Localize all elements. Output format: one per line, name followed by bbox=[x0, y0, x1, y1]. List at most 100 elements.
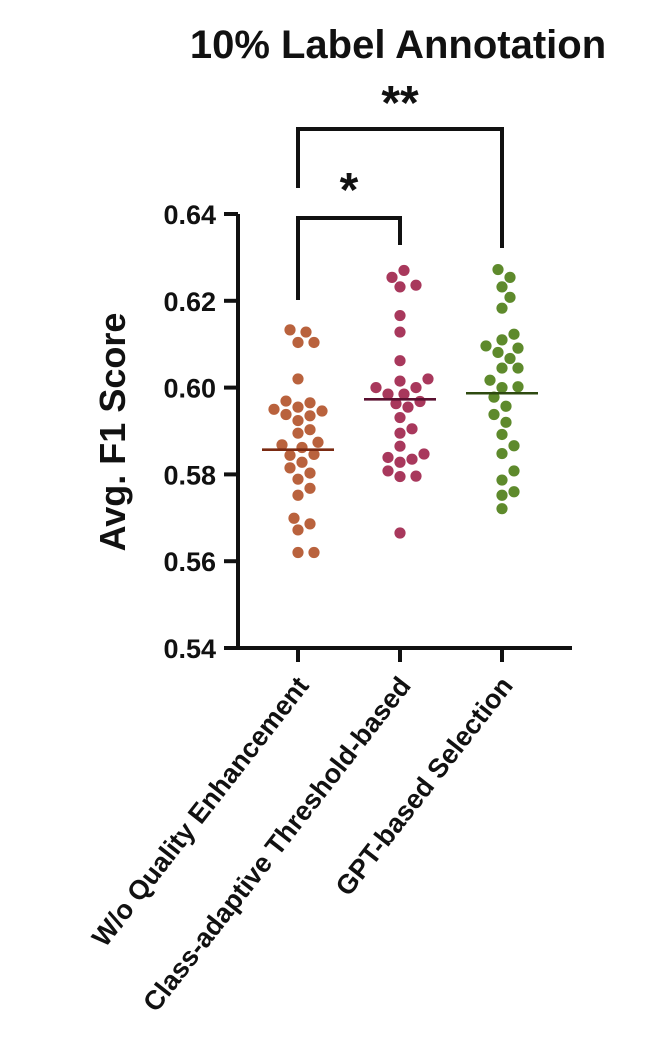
data-point bbox=[268, 403, 280, 415]
median-lines bbox=[262, 391, 538, 451]
data-point bbox=[496, 503, 508, 515]
data-point bbox=[292, 546, 304, 559]
chart-title: 10% Label Annotation bbox=[190, 23, 606, 67]
data-point bbox=[496, 382, 508, 394]
data-point bbox=[394, 470, 406, 483]
data-point bbox=[394, 411, 406, 424]
data-point bbox=[504, 352, 516, 365]
data-point bbox=[308, 546, 320, 559]
data-point bbox=[512, 362, 524, 374]
data-point bbox=[402, 401, 414, 413]
y-tick-label-3: 0.60 bbox=[163, 374, 216, 404]
data-point bbox=[398, 388, 410, 400]
y-tick-label-5: 0.64 bbox=[163, 200, 216, 230]
data-point bbox=[288, 512, 300, 524]
data-point bbox=[512, 342, 524, 354]
data-point bbox=[488, 408, 500, 421]
data-point bbox=[492, 263, 504, 276]
data-point bbox=[496, 474, 508, 486]
data-point bbox=[398, 264, 410, 277]
data-point bbox=[410, 382, 422, 394]
data-point bbox=[292, 473, 304, 485]
data-points bbox=[268, 263, 524, 559]
x-ticks bbox=[296, 648, 504, 662]
data-point bbox=[500, 416, 512, 428]
data-point bbox=[284, 462, 296, 474]
data-point bbox=[382, 451, 394, 464]
data-point bbox=[386, 271, 398, 283]
data-point bbox=[382, 465, 394, 477]
y-tick-label-4: 0.62 bbox=[163, 287, 216, 317]
data-point bbox=[284, 324, 296, 336]
data-point bbox=[292, 414, 304, 427]
significance-label-1: ** bbox=[381, 77, 419, 130]
data-point bbox=[292, 427, 304, 439]
data-point bbox=[280, 395, 292, 407]
data-point bbox=[496, 362, 508, 374]
data-point bbox=[480, 340, 492, 352]
data-point bbox=[292, 401, 304, 413]
data-point bbox=[304, 397, 316, 409]
y-tick-label-2: 0.58 bbox=[163, 460, 216, 490]
data-point bbox=[410, 279, 422, 291]
data-point bbox=[508, 440, 520, 452]
y-tick-label-1: 0.56 bbox=[163, 547, 216, 577]
data-point bbox=[304, 518, 316, 530]
data-point bbox=[504, 271, 516, 283]
data-point bbox=[394, 309, 406, 322]
data-point bbox=[504, 291, 516, 303]
data-point bbox=[292, 489, 304, 501]
data-point bbox=[394, 326, 406, 338]
significance-bracket-1 bbox=[296, 127, 504, 248]
y-tick-label-0: 0.54 bbox=[163, 634, 216, 664]
category-label-0: W/o Quality Enhancement bbox=[86, 671, 315, 952]
data-point bbox=[300, 326, 312, 338]
data-point bbox=[296, 456, 308, 468]
significance-bracket-0 bbox=[296, 216, 402, 300]
data-point bbox=[304, 482, 316, 494]
data-point bbox=[292, 373, 304, 385]
data-point bbox=[496, 447, 508, 460]
data-point bbox=[394, 440, 406, 452]
data-point bbox=[410, 470, 422, 482]
data-point bbox=[304, 467, 316, 479]
data-point bbox=[508, 465, 520, 477]
data-point bbox=[312, 436, 324, 448]
data-point bbox=[500, 400, 512, 412]
data-point bbox=[394, 527, 406, 539]
data-point bbox=[512, 381, 524, 393]
data-point bbox=[496, 334, 508, 346]
data-point bbox=[284, 449, 296, 461]
data-point bbox=[496, 428, 508, 441]
data-point bbox=[292, 524, 304, 536]
data-point bbox=[304, 424, 316, 436]
category-label-2: GPT-based Selection bbox=[330, 671, 519, 901]
significance-brackets: *** bbox=[296, 77, 504, 300]
data-point bbox=[508, 486, 520, 498]
category-labels: W/o Quality Enhancement Class-adaptive T… bbox=[86, 671, 519, 1017]
data-point bbox=[296, 441, 308, 454]
data-point bbox=[390, 398, 402, 410]
y-axis-label: Avg. F1 Score bbox=[92, 313, 133, 552]
data-point bbox=[394, 456, 406, 468]
data-point bbox=[292, 336, 304, 349]
data-point bbox=[406, 423, 418, 435]
significance-label-0: * bbox=[340, 164, 359, 217]
data-point bbox=[308, 336, 320, 349]
data-point bbox=[422, 373, 434, 385]
data-point bbox=[484, 374, 496, 386]
data-point bbox=[394, 375, 406, 387]
data-point bbox=[496, 281, 508, 293]
data-point bbox=[308, 448, 320, 461]
data-point bbox=[370, 382, 382, 394]
data-point bbox=[394, 281, 406, 293]
data-point bbox=[382, 388, 394, 400]
data-point bbox=[394, 427, 406, 439]
data-point bbox=[508, 328, 520, 340]
data-point bbox=[280, 408, 292, 421]
data-point bbox=[496, 489, 508, 501]
data-point bbox=[414, 395, 426, 408]
data-point bbox=[492, 346, 504, 359]
data-point bbox=[496, 302, 508, 314]
